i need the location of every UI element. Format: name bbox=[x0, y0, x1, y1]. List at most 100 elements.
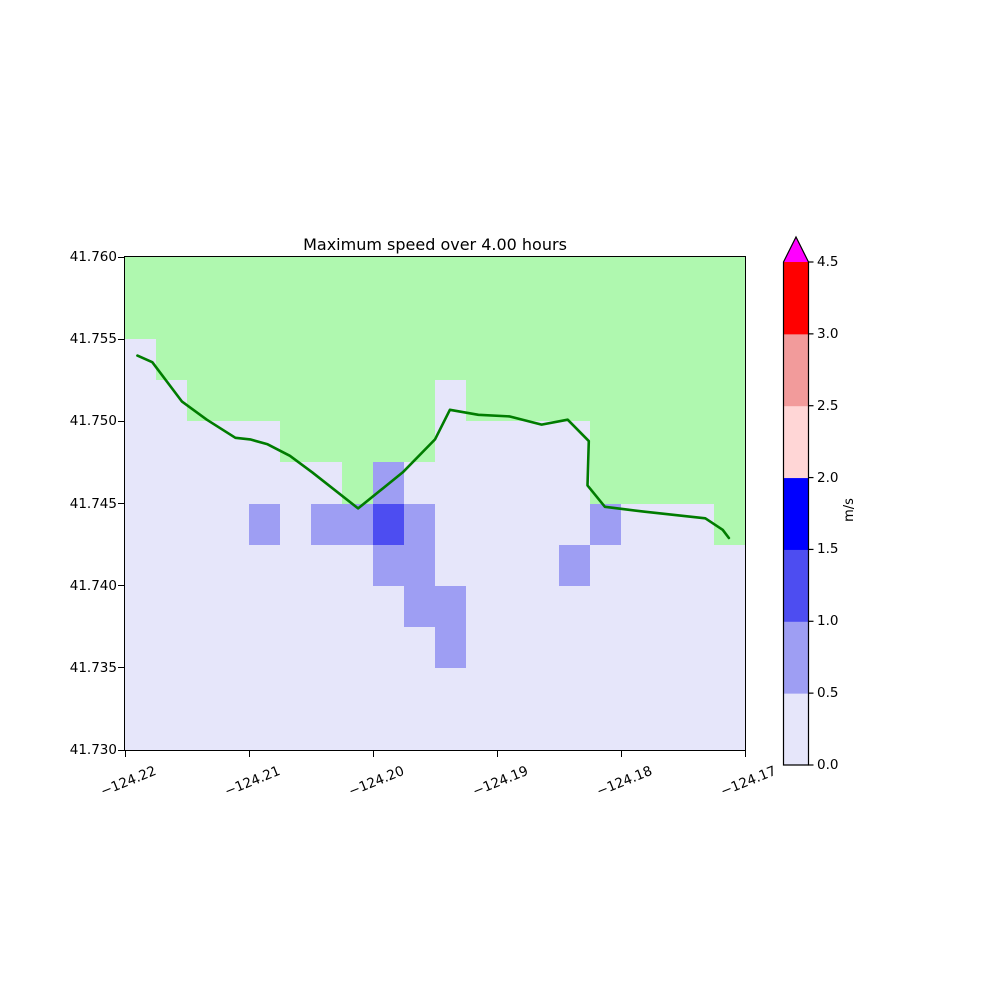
map-cell bbox=[404, 708, 436, 750]
map-cell bbox=[714, 544, 745, 587]
map-cell bbox=[249, 339, 281, 381]
map-cell bbox=[683, 298, 715, 340]
map-cell bbox=[621, 462, 653, 505]
y-tick-mark bbox=[118, 749, 124, 751]
map-cell bbox=[280, 585, 312, 628]
map-cell bbox=[621, 421, 653, 463]
y-tick-label: 41.730 bbox=[69, 742, 117, 758]
map-cell bbox=[187, 585, 219, 628]
y-tick-label: 41.740 bbox=[69, 577, 117, 594]
map-cell bbox=[559, 708, 591, 750]
map-cell bbox=[683, 544, 715, 587]
colorbar-over-arrow bbox=[783, 237, 809, 262]
y-tick-label: 41.735 bbox=[69, 659, 117, 676]
colorbar-segment bbox=[783, 477, 809, 550]
map-cell bbox=[528, 298, 560, 340]
map-cell bbox=[187, 708, 219, 750]
map-cell bbox=[466, 257, 498, 299]
map-cell bbox=[621, 626, 653, 669]
map-cell bbox=[528, 380, 560, 422]
map-cell bbox=[404, 257, 436, 299]
map-cell bbox=[714, 667, 745, 710]
x-tick-label: −124.21 bbox=[222, 763, 283, 800]
map-cell bbox=[125, 380, 157, 422]
colorbar-tick-label: 1.5 bbox=[817, 541, 839, 558]
map-cell bbox=[125, 544, 157, 587]
map-cell bbox=[714, 339, 745, 381]
map-cell bbox=[249, 626, 281, 669]
map-cell bbox=[311, 503, 343, 546]
map-cell bbox=[683, 708, 715, 750]
colorbar-tick-label: 0.0 bbox=[817, 757, 839, 773]
map-cell bbox=[404, 626, 436, 669]
map-cell bbox=[435, 585, 467, 628]
map-cell bbox=[559, 339, 591, 381]
map-cell bbox=[528, 257, 560, 299]
map-cell bbox=[683, 380, 715, 422]
map-cell bbox=[652, 380, 684, 422]
map-cell bbox=[590, 298, 622, 340]
map-cell bbox=[683, 257, 715, 299]
map-cell bbox=[466, 667, 498, 710]
map-cell bbox=[714, 298, 745, 340]
map-cell bbox=[373, 421, 405, 463]
map-cell bbox=[125, 339, 157, 381]
y-tick-mark bbox=[118, 420, 124, 422]
map-cell bbox=[280, 298, 312, 340]
map-cell bbox=[280, 544, 312, 587]
map-cell bbox=[652, 626, 684, 669]
colorbar-segment bbox=[783, 621, 809, 694]
map-cell bbox=[373, 626, 405, 669]
map-cell bbox=[466, 298, 498, 340]
map-cell bbox=[280, 380, 312, 422]
map-cell bbox=[590, 544, 622, 587]
map-cell bbox=[528, 421, 560, 463]
map-cell bbox=[373, 503, 405, 546]
map-cell bbox=[187, 626, 219, 669]
map-cell bbox=[373, 585, 405, 628]
map-cell bbox=[621, 257, 653, 299]
map-cell bbox=[435, 503, 467, 546]
map-cell bbox=[621, 667, 653, 710]
map-cell bbox=[714, 380, 745, 422]
map-cell bbox=[714, 626, 745, 669]
map-cell bbox=[156, 298, 188, 340]
map-cell bbox=[342, 503, 374, 546]
map-cell bbox=[435, 667, 467, 710]
map-cell bbox=[590, 257, 622, 299]
x-tick-mark bbox=[497, 751, 498, 757]
map-cell bbox=[652, 544, 684, 587]
x-tick-mark bbox=[249, 751, 250, 757]
map-cell bbox=[156, 503, 188, 546]
map-cell bbox=[559, 257, 591, 299]
map-cell bbox=[528, 339, 560, 381]
map-cell bbox=[528, 503, 560, 546]
map-cell bbox=[311, 298, 343, 340]
x-tick-label: −124.20 bbox=[346, 763, 407, 800]
map-cell bbox=[187, 667, 219, 710]
colorbar-tick-label: 0.5 bbox=[817, 685, 839, 702]
map-cell bbox=[187, 503, 219, 546]
map-cell bbox=[373, 667, 405, 710]
map-cell bbox=[125, 503, 157, 546]
map-cell bbox=[559, 626, 591, 669]
map-cell bbox=[528, 462, 560, 505]
map-cell bbox=[156, 462, 188, 505]
map-cell bbox=[125, 298, 157, 340]
map-cell bbox=[187, 544, 219, 587]
map-cell bbox=[342, 585, 374, 628]
map-cell bbox=[528, 544, 560, 587]
map-cell bbox=[404, 503, 436, 546]
map-cell bbox=[187, 298, 219, 340]
map-cell bbox=[249, 257, 281, 299]
colorbar-tick-label: 2.5 bbox=[817, 397, 839, 414]
map-cell bbox=[652, 503, 684, 546]
map-cell bbox=[218, 257, 250, 299]
map-cell bbox=[187, 257, 219, 299]
map-cell bbox=[249, 585, 281, 628]
map-cell bbox=[404, 339, 436, 381]
map-cell bbox=[342, 544, 374, 587]
y-tick-label: 41.755 bbox=[69, 331, 117, 348]
map-cell bbox=[311, 421, 343, 463]
map-cell bbox=[280, 421, 312, 463]
